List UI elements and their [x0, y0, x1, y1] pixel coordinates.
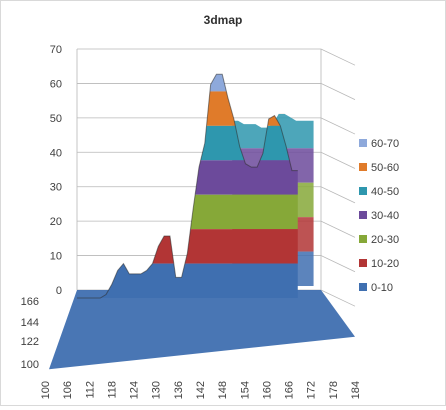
depth-tick-label: 122: [21, 336, 39, 348]
z-tick-label: 30: [50, 182, 62, 194]
surface-band-60-70: [77, 74, 298, 92]
gridline: [77, 48, 356, 66]
legend-label-60-70: 60-70: [371, 138, 399, 150]
surface-band-60-70: [47, 45, 371, 79]
floor-surface: [49, 290, 355, 370]
legend-swatch-40-50: [359, 187, 367, 195]
x-tick-label: 166: [284, 381, 296, 399]
x-tick-label: 106: [62, 381, 74, 399]
legend-swatch-50-60: [359, 163, 367, 171]
x-tick-label: 142: [195, 381, 207, 399]
legend-label-40-50: 40-50: [371, 186, 399, 198]
z-tick-label: 20: [50, 216, 62, 228]
legend-swatch-60-70: [359, 139, 367, 147]
x-tick-label: 130: [151, 381, 163, 399]
legend-label-30-40: 30-40: [371, 210, 399, 222]
legend-label-50-60: 50-60: [371, 162, 399, 174]
x-tick-label: 118: [106, 381, 118, 399]
legend-label-10-20: 10-20: [371, 258, 399, 270]
z-tick-label: 70: [50, 44, 62, 56]
x-tick-label: 148: [217, 381, 229, 399]
x-tick-label: 172: [306, 381, 318, 399]
x-tick-label: 112: [84, 381, 96, 399]
chart-title: 3dmap: [204, 13, 243, 27]
depth-tick-label: 100: [21, 359, 39, 371]
x-tick-label: 178: [328, 381, 340, 399]
legend-swatch-20-30: [359, 235, 367, 243]
z-tick-label: 50: [50, 113, 62, 125]
z-tick-label: 60: [50, 78, 62, 90]
legend-swatch-0-10: [359, 283, 367, 291]
legend-swatch-10-20: [359, 259, 367, 267]
surface-band-50-60: [77, 91, 298, 126]
legend-label-20-30: 20-30: [371, 234, 399, 246]
legend-label-0-10: 0-10: [371, 282, 393, 294]
chart-floor: [49, 290, 355, 370]
x-tick-label: 136: [173, 381, 185, 399]
x-tick-label: 100: [40, 381, 52, 399]
z-tick-label: 10: [50, 251, 62, 263]
legend: 60-70 50-60 40-50 30-40 20-30 10-20 0-10: [359, 138, 399, 294]
x-tick-label: 160: [261, 381, 273, 399]
legend-swatch-30-40: [359, 211, 367, 219]
depth-tick-label: 144: [21, 317, 39, 329]
z-tick-label: 40: [50, 147, 62, 159]
x-tick-label: 184: [350, 381, 362, 399]
surface-ridge: [77, 73, 298, 299]
x-tick-label: 154: [239, 381, 251, 399]
depth-tick-label: 166: [21, 296, 39, 308]
z-tick-label: 0: [56, 285, 62, 297]
x-tick-label: 124: [129, 381, 141, 399]
